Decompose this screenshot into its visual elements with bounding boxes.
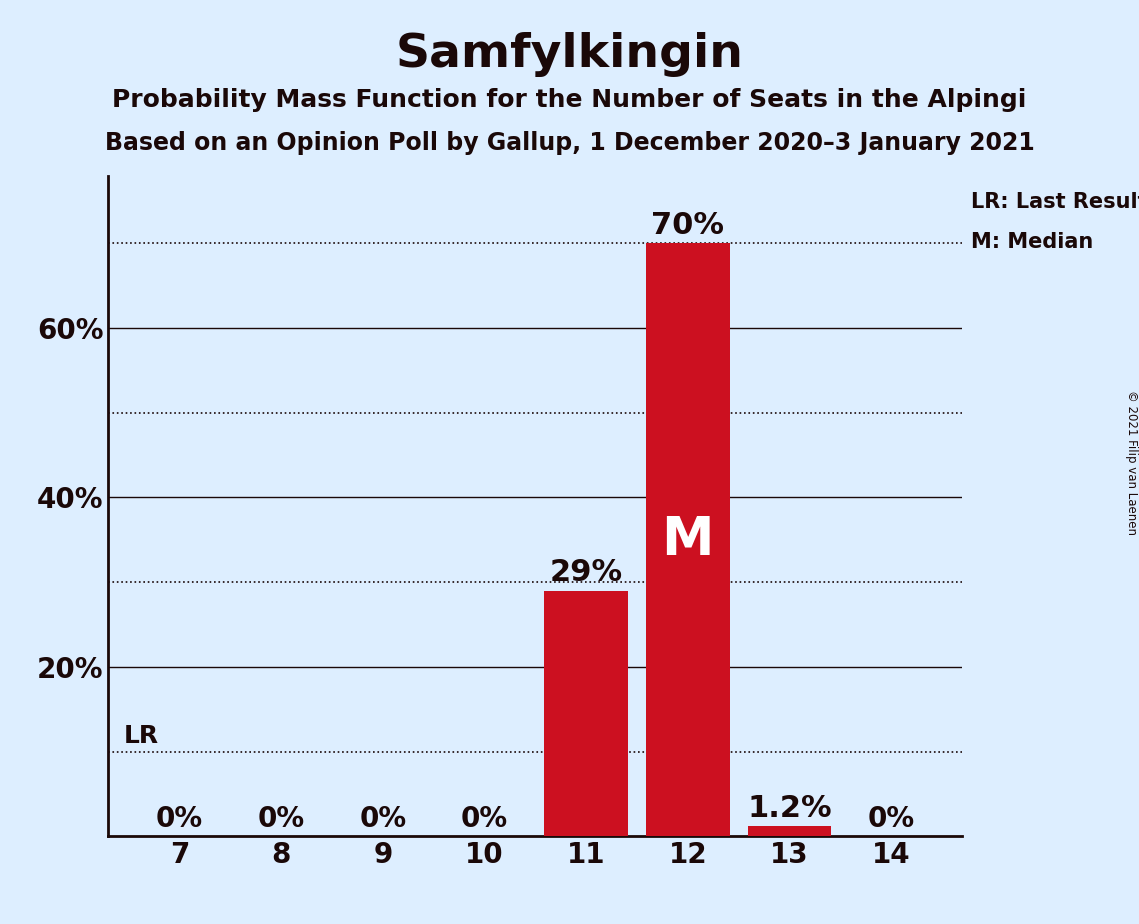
Text: © 2021 Filip van Laenen: © 2021 Filip van Laenen (1124, 390, 1138, 534)
Text: Samfylkingin: Samfylkingin (395, 32, 744, 78)
Text: 0%: 0% (156, 805, 203, 833)
Text: Probability Mass Function for the Number of Seats in the Alpingi: Probability Mass Function for the Number… (113, 88, 1026, 112)
Text: LR: LR (123, 724, 158, 748)
Text: Based on an Opinion Poll by Gallup, 1 December 2020–3 January 2021: Based on an Opinion Poll by Gallup, 1 De… (105, 131, 1034, 155)
Text: M: Median: M: Median (970, 232, 1093, 251)
Text: 0%: 0% (257, 805, 304, 833)
Text: M: M (662, 514, 714, 565)
Text: 0%: 0% (359, 805, 407, 833)
Text: LR: Last Result: LR: Last Result (970, 192, 1139, 213)
Text: 1.2%: 1.2% (747, 794, 831, 822)
Bar (544, 590, 628, 836)
Bar (646, 243, 730, 836)
Text: 29%: 29% (550, 558, 623, 588)
Text: 0%: 0% (868, 805, 915, 833)
Text: 70%: 70% (652, 211, 724, 240)
Bar (748, 826, 831, 836)
Text: 0%: 0% (461, 805, 508, 833)
